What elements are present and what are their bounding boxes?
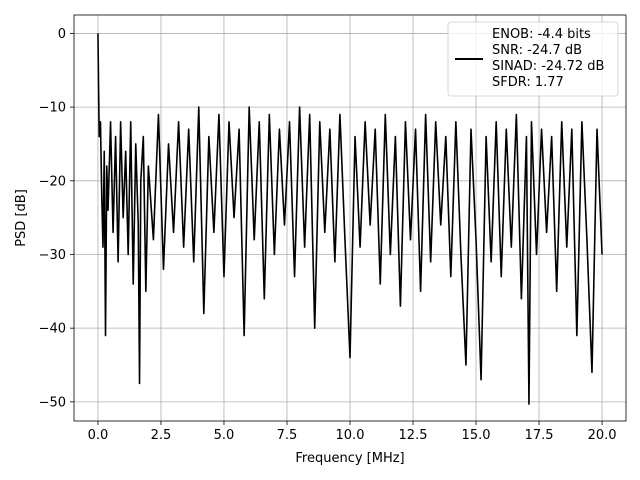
x-tick-label: 15.0	[462, 428, 491, 443]
x-tick-label: 2.5	[151, 428, 172, 443]
legend-line-snr: SNR: -24.7 dB	[492, 43, 582, 58]
legend: ENOB: -4.4 bits SNR: -24.7 dB SINAD: -24…	[447, 21, 619, 97]
x-tick-label: 20.0	[588, 428, 617, 443]
legend-line-sfdr: SFDR: 1.77	[492, 75, 564, 90]
y-axis-label: PSD [dB]	[14, 189, 29, 247]
y-tick-label: −10	[39, 101, 66, 116]
x-tick-label: 17.5	[525, 428, 554, 443]
series-layer	[97, 33, 603, 405]
y-tick-label: −30	[39, 248, 66, 263]
y-tick-label: −50	[39, 395, 66, 410]
legend-line-sinad: SINAD: -24.72 dB	[492, 59, 604, 74]
x-tick-label: 10.0	[336, 428, 365, 443]
y-tick-label: −40	[39, 322, 66, 337]
x-axis: 0.0 2.5 5.0 7.5 10.0 12.5 15.0 17.5 20.0	[88, 421, 617, 443]
x-tick-label: 5.0	[214, 428, 235, 443]
x-axis-label: Frequency [MHz]	[295, 451, 404, 466]
y-tick-label: −20	[39, 174, 66, 189]
y-axis: 0 −10 −20 −30 −40 −50	[39, 27, 74, 410]
legend-box	[447, 21, 619, 97]
y-tick-label: 0	[58, 27, 66, 42]
x-tick-label: 12.5	[399, 428, 428, 443]
x-tick-label: 0.0	[88, 428, 109, 443]
legend-line-enob: ENOB: -4.4 bits	[492, 27, 591, 42]
psd-series-line	[97, 33, 603, 405]
x-tick-label: 7.5	[277, 428, 298, 443]
